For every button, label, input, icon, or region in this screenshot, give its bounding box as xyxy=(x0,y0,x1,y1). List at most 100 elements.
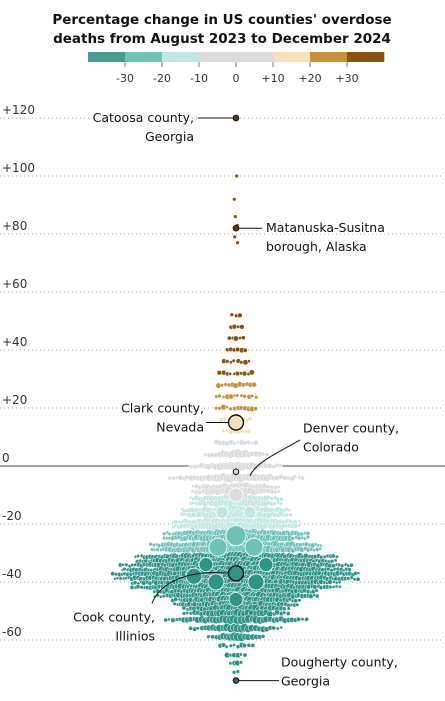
county-dot xyxy=(235,393,240,398)
county-dot xyxy=(327,579,333,585)
legend-label: +30 xyxy=(335,72,358,85)
county-dot xyxy=(272,489,278,495)
county-dot-large xyxy=(228,592,244,607)
annotation-label: borough, Alaska xyxy=(266,239,367,254)
county-dot xyxy=(229,312,235,317)
county-dot xyxy=(246,642,252,648)
county-dot xyxy=(269,484,275,490)
county-dot xyxy=(319,543,323,548)
county-dot xyxy=(221,416,228,422)
county-dot xyxy=(250,393,255,398)
county-dot xyxy=(314,593,320,599)
legend-swatch-0 xyxy=(88,52,126,62)
county-dot xyxy=(281,606,287,612)
county-dot xyxy=(242,347,248,353)
legend-label: 0 xyxy=(233,72,240,85)
county-dot xyxy=(242,643,247,648)
county-dot xyxy=(305,535,311,540)
annotation-label: Nevada xyxy=(156,420,204,435)
outlier-dot xyxy=(232,197,236,201)
county-dot-large xyxy=(198,557,214,572)
county-dot xyxy=(296,523,301,528)
outlier-dot xyxy=(235,174,239,178)
county-dot xyxy=(188,625,193,631)
annotation-label: Colorado xyxy=(303,439,359,454)
county-dot xyxy=(232,441,237,446)
county-dot xyxy=(269,496,274,501)
annotation-label: Denver county, xyxy=(303,420,399,435)
y-axis: +120 +100 +80 +60 +40 +20 0 -20 -40 -60 xyxy=(0,103,445,641)
annotation-label: Clark county, xyxy=(121,401,204,416)
y-tick-label: -60 xyxy=(2,625,22,639)
legend-swatch-6 xyxy=(310,52,348,62)
legend-swatch-1 xyxy=(125,52,163,62)
county-dot xyxy=(288,512,293,518)
county-dot xyxy=(276,489,281,494)
county-dot xyxy=(231,670,237,675)
outlier-dot xyxy=(233,215,237,219)
county-dot xyxy=(346,576,351,581)
highlight-cook-county-illinios: Cook county, Illinios xyxy=(71,565,245,645)
chart-title: Percentage change in US counties' overdo… xyxy=(52,12,391,47)
county-dot xyxy=(347,567,352,572)
highlight-dot xyxy=(232,677,240,684)
y-tick-label: +80 xyxy=(2,219,27,233)
county-dot xyxy=(253,440,259,446)
y-tick-label: +40 xyxy=(2,335,27,349)
county-dot xyxy=(232,335,239,342)
legend-label: -30 xyxy=(116,72,134,85)
county-dot xyxy=(338,584,342,589)
highlight-dougherty-county-georgia: Dougherty county, Georgia xyxy=(232,653,400,691)
county-dot xyxy=(300,617,305,622)
y-tick-label: +100 xyxy=(2,161,35,175)
county-dot xyxy=(286,606,291,611)
county-dot xyxy=(278,501,284,506)
county-dot xyxy=(224,644,229,649)
highlight-denver-county-colorado: Denver county, Colorado xyxy=(232,418,401,477)
county-dot xyxy=(305,531,311,536)
county-dot xyxy=(293,598,299,604)
county-dot xyxy=(224,359,230,364)
county-dot xyxy=(166,617,171,622)
county-dot xyxy=(334,584,339,589)
county-dot-large xyxy=(243,506,257,519)
county-dot xyxy=(227,335,232,341)
county-dot xyxy=(237,312,243,319)
county-dot xyxy=(339,563,345,569)
highlight-dot xyxy=(232,468,240,476)
outlier-dot xyxy=(233,235,237,239)
county-dot xyxy=(234,370,240,377)
county-dot xyxy=(275,626,280,631)
county-dot xyxy=(274,609,280,616)
county-dot xyxy=(167,531,172,537)
county-dot xyxy=(355,576,361,582)
county-dot-large xyxy=(208,537,228,557)
county-dot xyxy=(278,463,283,468)
county-dot-large xyxy=(228,487,244,503)
county-dot xyxy=(279,625,284,630)
y-tick-label: 0 xyxy=(2,451,10,465)
county-dot xyxy=(239,360,244,365)
county-dot xyxy=(241,370,248,377)
county-dot xyxy=(356,571,361,575)
county-dots xyxy=(110,174,361,675)
county-dot xyxy=(172,601,177,606)
county-dot xyxy=(223,382,228,387)
county-dot xyxy=(232,643,237,647)
county-dot xyxy=(253,406,258,411)
county-dot xyxy=(235,669,240,674)
county-dot xyxy=(225,405,229,409)
county-dot xyxy=(314,588,319,593)
county-dot xyxy=(296,616,301,622)
county-dot xyxy=(292,474,298,479)
county-dot xyxy=(228,661,233,666)
highlight-matanuska-susitna-borough-alaska: Matanuska-Susitna borough, Alaska xyxy=(232,218,387,256)
highlight-dot xyxy=(227,414,245,431)
county-dot xyxy=(249,441,254,445)
y-tick-label: -40 xyxy=(2,567,22,581)
legend-swatch-3 xyxy=(199,52,237,62)
y-tick-label: +120 xyxy=(2,103,35,117)
county-dot xyxy=(124,562,129,567)
county-dot xyxy=(182,511,187,517)
